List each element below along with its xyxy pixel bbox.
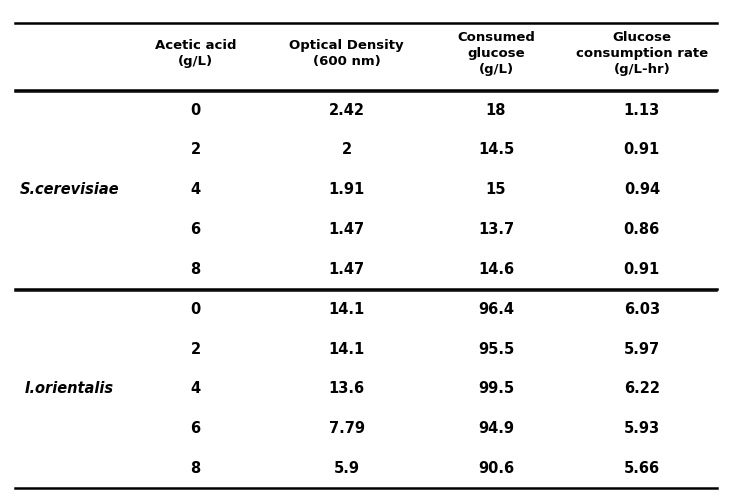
Text: 6.03: 6.03	[624, 302, 660, 317]
Text: Glucose
consumption rate
(g/L-hr): Glucose consumption rate (g/L-hr)	[576, 32, 708, 76]
Text: 4: 4	[190, 381, 201, 396]
Text: I.orientalis: I.orientalis	[25, 381, 113, 396]
Text: 0.86: 0.86	[624, 222, 660, 237]
Text: 1.47: 1.47	[329, 262, 365, 277]
Text: 14.1: 14.1	[329, 302, 365, 317]
Text: 18: 18	[486, 103, 507, 118]
Text: 8: 8	[190, 262, 201, 277]
Text: 2.42: 2.42	[329, 103, 365, 118]
Text: 6: 6	[190, 222, 201, 237]
Text: 14.6: 14.6	[478, 262, 514, 277]
Text: 8: 8	[190, 461, 201, 476]
Text: 96.4: 96.4	[478, 302, 514, 317]
Text: 5.93: 5.93	[624, 421, 660, 436]
Text: 15: 15	[486, 182, 507, 197]
Text: 1.13: 1.13	[624, 103, 660, 118]
Text: Acetic acid
(g/L): Acetic acid (g/L)	[155, 39, 236, 68]
Text: 4: 4	[190, 182, 201, 197]
Text: Consumed
glucose
(g/L): Consumed glucose (g/L)	[457, 32, 535, 76]
Text: 6.22: 6.22	[624, 381, 660, 396]
Text: 95.5: 95.5	[478, 342, 514, 357]
Text: 1.47: 1.47	[329, 222, 365, 237]
Text: 2: 2	[190, 342, 201, 357]
Text: 94.9: 94.9	[478, 421, 514, 436]
Text: 7.79: 7.79	[329, 421, 365, 436]
Text: 90.6: 90.6	[478, 461, 514, 476]
Text: 6: 6	[190, 421, 201, 436]
Text: 0.94: 0.94	[624, 182, 660, 197]
Text: 0: 0	[190, 103, 201, 118]
Text: 5.66: 5.66	[624, 461, 660, 476]
Text: 5.97: 5.97	[624, 342, 660, 357]
Text: 99.5: 99.5	[478, 381, 514, 396]
Text: 13.6: 13.6	[329, 381, 365, 396]
Text: 5.9: 5.9	[334, 461, 359, 476]
Text: Optical Density
(600 nm): Optical Density (600 nm)	[289, 39, 404, 68]
Text: 0.91: 0.91	[624, 262, 660, 277]
Text: 0: 0	[190, 302, 201, 317]
Text: 2: 2	[342, 142, 352, 157]
Text: S.cerevisiae: S.cerevisiae	[19, 182, 119, 197]
Text: 1.91: 1.91	[329, 182, 365, 197]
Text: 14.1: 14.1	[329, 342, 365, 357]
Text: 2: 2	[190, 142, 201, 157]
Text: 0.91: 0.91	[624, 142, 660, 157]
Text: 13.7: 13.7	[478, 222, 514, 237]
Text: 14.5: 14.5	[478, 142, 514, 157]
